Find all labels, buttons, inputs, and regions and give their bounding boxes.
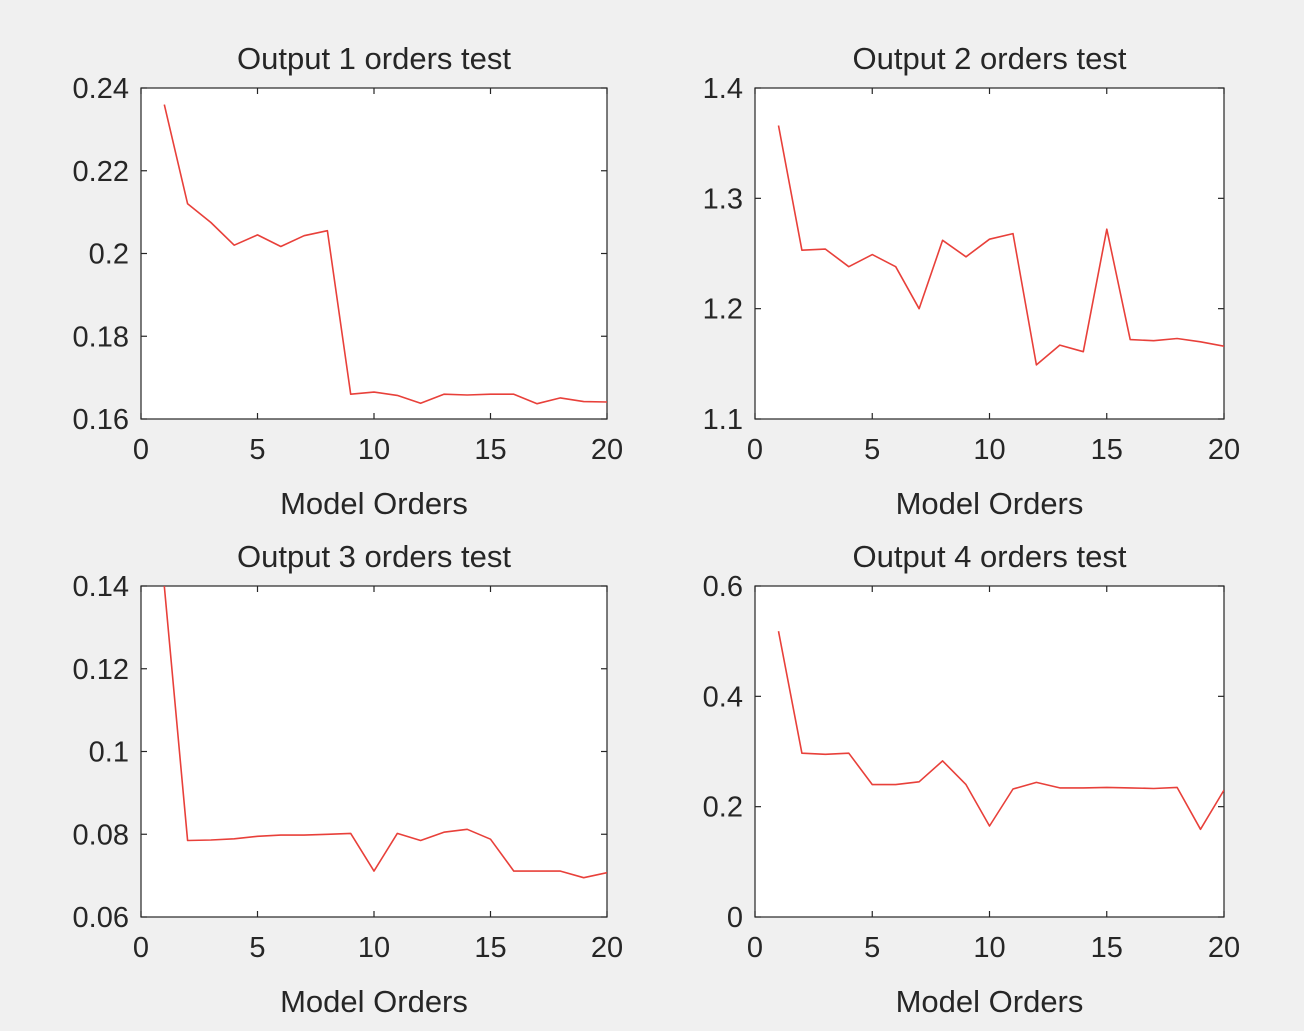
x-tick-label: 5 — [864, 434, 880, 466]
x-tick-label: 20 — [591, 932, 623, 964]
y-tick-label: 0.06 — [73, 902, 129, 934]
x-tick-label: 0 — [133, 434, 149, 466]
x-tick-label: 15 — [1091, 932, 1123, 964]
y-tick-label: 0.22 — [73, 156, 129, 188]
series-line — [163, 586, 607, 879]
plot-title: Output 1 orders test — [237, 41, 511, 76]
x-tick-label: 0 — [133, 932, 149, 964]
plot-title: Output 4 orders test — [853, 539, 1127, 574]
x-tick-label: 5 — [864, 932, 880, 964]
x-axis-label: Model Orders — [896, 486, 1084, 521]
y-tick-label: 0.14 — [73, 571, 129, 603]
x-tick-label: 10 — [973, 434, 1005, 466]
y-tick-label: 0.24 — [73, 73, 129, 105]
y-tick-label: 1.2 — [703, 294, 743, 326]
x-tick-label: 20 — [1208, 434, 1240, 466]
subplot-3: 0 5 10 15 20 0.06 0.08 0.1 0.12 0.14 Output 3 orde… — [73, 539, 624, 1019]
x-axis-label: Model Orders — [280, 486, 468, 521]
series-line — [163, 104, 607, 405]
x-tick-label: 0 — [747, 932, 763, 964]
y-tick-label: 0.18 — [73, 321, 129, 353]
x-axis-label: Model Orders — [280, 984, 468, 1019]
series-line — [777, 631, 1224, 831]
y-tick-label: 0.2 — [89, 239, 129, 271]
y-tick-label: 1.1 — [703, 404, 743, 436]
y-tick-label: 0.12 — [73, 654, 129, 686]
y-tick-label: 0.6 — [703, 571, 743, 603]
x-tick-label: 5 — [249, 434, 265, 466]
axes-box — [140, 87, 608, 420]
x-tick-label: 15 — [1091, 434, 1123, 466]
y-tick-label: 0 — [727, 902, 743, 934]
plot-title: Output 2 orders test — [853, 41, 1127, 76]
axes-box — [140, 585, 608, 918]
subplot-2: 0 5 10 15 20 1.1 1.2 1.3 1.4 Output 2 orders test… — [703, 41, 1240, 521]
y-tick-label: 0.4 — [703, 681, 743, 713]
x-tick-label: 10 — [358, 434, 390, 466]
y-tick-label: 1.3 — [703, 183, 743, 215]
series-line — [777, 125, 1224, 366]
x-tick-label: 10 — [358, 932, 390, 964]
y-tick-label: 0.1 — [89, 737, 129, 769]
x-tick-label: 20 — [1208, 932, 1240, 964]
y-tick-label: 0.16 — [73, 404, 129, 436]
x-tick-label: 0 — [747, 434, 763, 466]
plot-title: Output 3 orders test — [237, 539, 511, 574]
x-tick-label: 15 — [474, 932, 506, 964]
subplot-4: 0 5 10 15 20 0 0.2 0.4 0.6 Output 4 orders test Mo… — [703, 539, 1240, 1019]
x-tick-label: 5 — [249, 932, 265, 964]
y-tick-label: 0.08 — [73, 819, 129, 851]
axes-box — [754, 585, 1225, 918]
axes-box — [754, 87, 1225, 420]
x-tick-label: 15 — [474, 434, 506, 466]
subplot-1: 0 5 10 15 20 0.16 0.18 0.2 0.22 0.24 Output 1 orde… — [73, 41, 624, 521]
x-tick-label: 20 — [591, 434, 623, 466]
x-axis-label: Model Orders — [896, 984, 1084, 1019]
y-tick-label: 0.2 — [703, 792, 743, 824]
x-tick-label: 10 — [973, 932, 1005, 964]
y-tick-label: 1.4 — [703, 73, 743, 105]
